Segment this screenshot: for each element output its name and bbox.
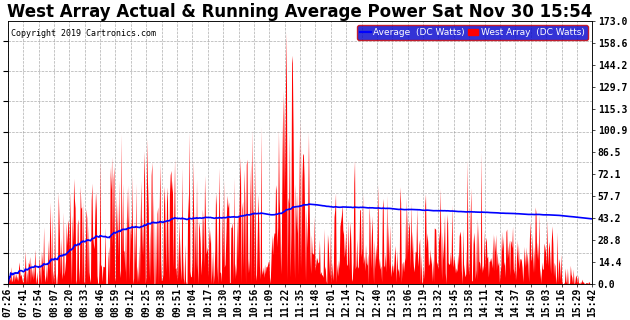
Legend: Average  (DC Watts), West Array  (DC Watts): Average (DC Watts), West Array (DC Watts… xyxy=(357,26,588,40)
Text: Copyright 2019 Cartronics.com: Copyright 2019 Cartronics.com xyxy=(11,29,156,38)
Title: West Array Actual & Running Average Power Sat Nov 30 15:54: West Array Actual & Running Average Powe… xyxy=(8,3,593,21)
